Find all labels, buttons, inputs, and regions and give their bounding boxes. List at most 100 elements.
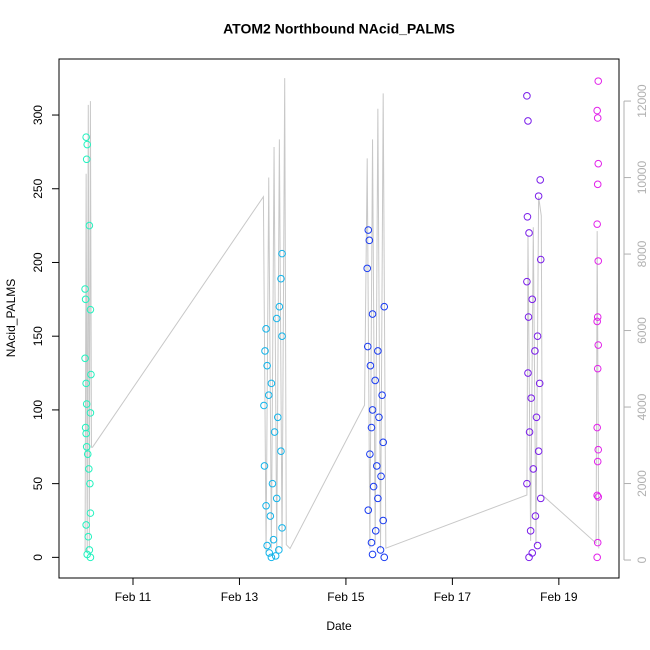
- data-point: [82, 133, 90, 141]
- data-point: [262, 325, 270, 333]
- y2-tick-label: 0: [635, 556, 649, 563]
- data-point: [594, 159, 603, 168]
- data-point: [593, 423, 601, 432]
- data-point: [85, 221, 94, 230]
- y-tick-label: 200: [31, 252, 45, 272]
- data-point: [594, 493, 603, 501]
- data-point: [368, 310, 377, 318]
- data-point: [524, 369, 532, 377]
- y-tick-label: 100: [31, 400, 45, 420]
- data-point: [528, 295, 537, 304]
- data-point: [82, 155, 91, 164]
- data-point: [593, 553, 601, 562]
- data-point: [260, 401, 268, 410]
- data-point: [534, 192, 543, 200]
- y-tick-label: 0: [31, 554, 45, 561]
- data-point: [526, 527, 535, 535]
- x-tick-label: Feb 17: [434, 590, 472, 604]
- data-point: [271, 552, 280, 560]
- data-point: [363, 264, 372, 273]
- data-point: [593, 114, 602, 122]
- data-point: [524, 313, 533, 321]
- data-point: [82, 521, 90, 529]
- y2-tick-label: 8000: [635, 240, 649, 267]
- data-point: [523, 92, 531, 100]
- data-point: [524, 117, 532, 125]
- data-point: [366, 361, 375, 370]
- data-point: [277, 447, 285, 455]
- y-tick-label: 250: [31, 178, 45, 198]
- data-point: [372, 462, 381, 470]
- data-point: [593, 491, 601, 500]
- x-tick-label: Feb 15: [327, 590, 365, 604]
- data-point: [529, 465, 538, 473]
- data-point: [367, 538, 376, 547]
- data-point: [379, 516, 387, 525]
- x-axis-label: Date: [326, 619, 352, 633]
- data-point: [380, 553, 389, 562]
- data-point: [87, 370, 95, 379]
- data-point: [368, 406, 377, 414]
- x-tick-label: Feb 19: [540, 590, 578, 604]
- y-tick-label: 50: [31, 477, 45, 491]
- data-point: [264, 391, 273, 399]
- y2-tick-label: 6000: [635, 317, 649, 344]
- data-point: [275, 546, 283, 554]
- data-point: [85, 465, 93, 473]
- data-point: [377, 472, 385, 481]
- y-axis-label: NAcid_PALMS: [4, 279, 18, 357]
- data-point: [82, 379, 90, 388]
- data-point: [531, 512, 540, 520]
- data-point: [272, 494, 281, 503]
- data-point: [269, 535, 278, 544]
- data-point: [379, 438, 387, 447]
- data-point: [375, 413, 383, 422]
- data-point: [270, 428, 279, 436]
- x-tick-label: Feb 11: [115, 590, 152, 604]
- data-point: [278, 249, 286, 258]
- data-point: [593, 180, 602, 189]
- data-point: [371, 527, 380, 535]
- data-point: [364, 226, 373, 234]
- data-point: [364, 506, 373, 514]
- data-point: [86, 305, 95, 314]
- data-point: [525, 553, 533, 562]
- data-point: [528, 549, 537, 557]
- data-point: [263, 541, 271, 550]
- data-point: [278, 524, 286, 532]
- data-point: [536, 494, 545, 503]
- data-line: [84, 78, 600, 553]
- data-point: [268, 479, 277, 488]
- data-point: [533, 332, 542, 340]
- data-point: [81, 285, 89, 293]
- data-point: [267, 553, 276, 562]
- data-point: [525, 428, 534, 436]
- data-point: [534, 447, 543, 455]
- data-point: [594, 77, 603, 85]
- data-point: [532, 413, 541, 422]
- data-point: [277, 274, 285, 283]
- data-point: [278, 332, 286, 340]
- y2-tick-label: 10000: [635, 161, 649, 195]
- data-point: [81, 354, 89, 363]
- data-point: [86, 553, 95, 562]
- data-point: [593, 106, 601, 115]
- data-point: [83, 450, 92, 458]
- data-point: [82, 429, 90, 438]
- data-point: [523, 479, 531, 488]
- data-point: [374, 347, 382, 355]
- data-point: [367, 423, 376, 432]
- data-point: [263, 361, 271, 370]
- data-point: [86, 509, 95, 517]
- data-point: [376, 546, 385, 554]
- data-point: [378, 391, 386, 399]
- data-point: [266, 512, 275, 520]
- data-point: [265, 549, 274, 557]
- data-point: [82, 442, 91, 451]
- data-point: [594, 445, 603, 454]
- data-point: [85, 546, 94, 554]
- data-point: [374, 494, 382, 503]
- data-point: [86, 479, 94, 488]
- data-point: [371, 376, 379, 385]
